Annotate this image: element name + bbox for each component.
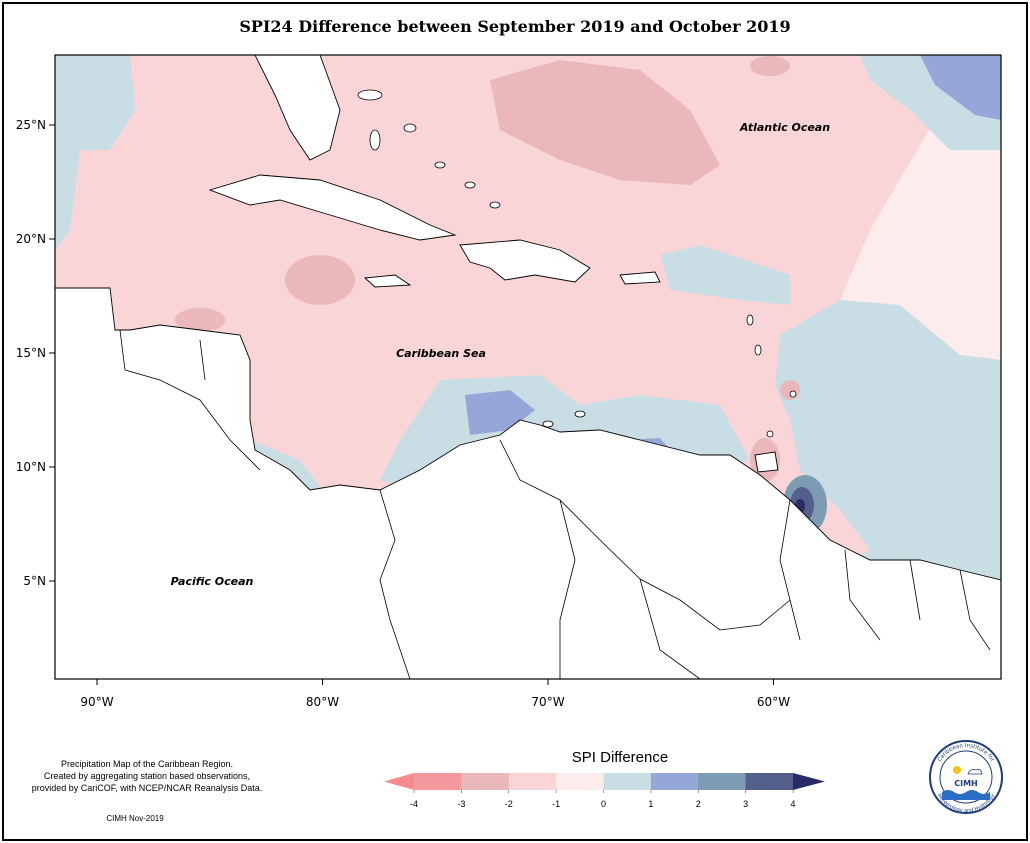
legend-tick-label: -1 bbox=[552, 799, 560, 809]
legend-swatch bbox=[508, 773, 557, 790]
legend-tick-label: 4 bbox=[790, 799, 795, 809]
island-shape bbox=[542, 420, 554, 428]
legend-low-arrow bbox=[384, 773, 414, 790]
lat-tick-label: 10°N bbox=[16, 460, 46, 474]
spi-atlantic-pink-zone bbox=[750, 56, 790, 76]
sun-icon bbox=[953, 766, 961, 774]
spi-bahamas-pink-zone bbox=[490, 60, 720, 185]
spi-honduras-pink-zone bbox=[175, 308, 225, 332]
legend-swatch bbox=[556, 773, 604, 790]
page-title: SPI24 Difference between September 2019 … bbox=[239, 17, 791, 36]
legend-swatch bbox=[461, 773, 510, 790]
legend-tick-label: -4 bbox=[410, 799, 418, 809]
island-shape bbox=[464, 181, 476, 189]
map-notes: Precipitation Map of the Caribbean Regio… bbox=[6, 758, 288, 794]
trinidad-land bbox=[754, 451, 779, 473]
jamaica-land bbox=[363, 274, 412, 288]
legend-tick-label: -2 bbox=[505, 799, 513, 809]
island-shape bbox=[357, 89, 383, 101]
border-line bbox=[844, 549, 881, 641]
lat-tick-label: 20°N bbox=[16, 232, 46, 246]
island-shape bbox=[754, 344, 762, 356]
legend-high-arrow bbox=[793, 773, 825, 790]
central-south-america-land bbox=[55, 287, 1001, 679]
legend-tick-label: 1 bbox=[648, 799, 653, 809]
legend-swatch bbox=[698, 773, 747, 790]
logo-inner-ring bbox=[939, 750, 993, 804]
legend-swatch bbox=[745, 773, 794, 790]
border-line bbox=[909, 559, 921, 621]
plot-border bbox=[54, 54, 1002, 680]
caribbean-sea-label: Caribbean Sea bbox=[396, 347, 486, 360]
island-shape bbox=[369, 129, 381, 151]
border-line bbox=[639, 578, 701, 679]
logo-name: CIMH bbox=[954, 779, 978, 788]
lon-tick-label: 60°W bbox=[757, 695, 790, 709]
note-line-1: Precipitation Map of the Caribbean Regio… bbox=[60, 759, 234, 769]
border-line bbox=[779, 499, 801, 641]
border-line bbox=[119, 329, 261, 471]
hispaniola-land bbox=[459, 239, 591, 283]
cuba-land bbox=[208, 174, 457, 241]
map-credit: CIMH Nov-2019 bbox=[106, 814, 164, 823]
legend-tick-label: 3 bbox=[743, 799, 748, 809]
legend-swatch bbox=[650, 773, 699, 790]
spi-puerto-rico-blue-zone bbox=[660, 245, 790, 305]
island-shape bbox=[574, 410, 586, 418]
spi-gulf-blue-zone bbox=[55, 55, 135, 250]
cimh-logo: Caribbean Institute for Meteorology and … bbox=[929, 740, 1003, 814]
lon-tick-label: 70°W bbox=[531, 695, 564, 709]
legend-tick-label: 2 bbox=[696, 799, 701, 809]
legend-tick-label: 0 bbox=[601, 799, 606, 809]
island-shape bbox=[789, 390, 797, 398]
land-masses bbox=[55, 55, 1001, 679]
border-line bbox=[959, 569, 991, 651]
atlantic-ocean-label: Atlantic Ocean bbox=[739, 121, 830, 134]
axis-group: 90°W 80°W 70°W 60°W 25°N 20°N 15°N 10°N 5°N bbox=[16, 118, 790, 709]
island-shape bbox=[403, 123, 417, 133]
note-line-2: Created by aggregating station based obs… bbox=[43, 771, 251, 781]
note-line-3: provided by CariCOF, with NCEP/NCAR Rean… bbox=[31, 783, 263, 793]
small-islands bbox=[357, 89, 797, 438]
island-shape bbox=[746, 314, 754, 326]
border-line bbox=[199, 339, 206, 381]
lat-tick-label: 15°N bbox=[16, 346, 46, 360]
legend-swatch bbox=[603, 773, 652, 790]
lat-tick-label: 25°N bbox=[16, 118, 46, 132]
lon-tick-label: 80°W bbox=[306, 695, 339, 709]
spi-atlantic-ne-mid-blue-zone bbox=[920, 55, 1001, 120]
lat-tick-label: 5°N bbox=[23, 574, 46, 588]
spi-cayman-pink-zone bbox=[285, 255, 355, 305]
florida-land bbox=[254, 55, 341, 161]
cloud-icon bbox=[967, 769, 983, 775]
border-line bbox=[379, 489, 411, 679]
spi-east-blue-zone bbox=[960, 410, 1001, 490]
country-borders bbox=[119, 329, 991, 679]
puerto-rico-land bbox=[619, 271, 661, 285]
legend-swatch bbox=[414, 773, 462, 790]
island-shape bbox=[766, 430, 774, 438]
legend-title: SPI Difference bbox=[571, 749, 669, 766]
waves-icon bbox=[942, 790, 990, 800]
border-line bbox=[559, 499, 576, 679]
lon-tick-label: 90°W bbox=[80, 695, 113, 709]
legend-colorbar: -4 -3 -2 -1 0 1 2 3 4 bbox=[384, 773, 825, 809]
pacific-ocean-label: Pacific Ocean bbox=[171, 575, 254, 588]
legend-tick-label: -3 bbox=[457, 799, 465, 809]
spi-barbados-pink-zone bbox=[780, 380, 800, 400]
island-shape bbox=[434, 161, 446, 169]
island-shape bbox=[489, 201, 501, 209]
